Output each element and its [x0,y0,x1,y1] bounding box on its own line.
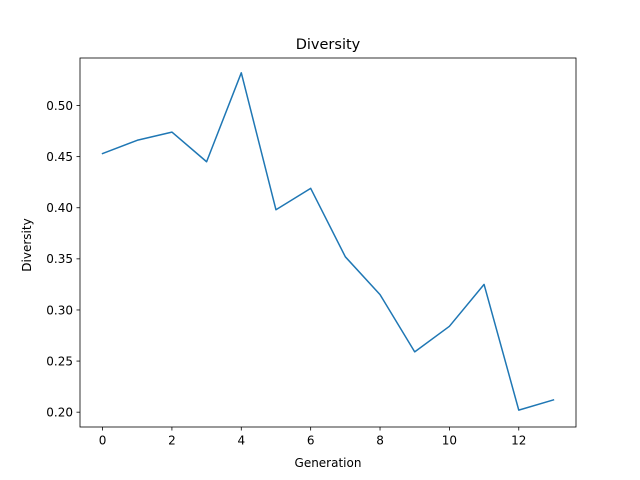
x-tick-label: 2 [168,434,176,448]
plot-area: 0 2 4 6 8 10 12 0.20 0.25 0.30 0.35 0.40 0.45 0.50 [46,57,577,448]
y-tick-label: 0.20 [46,405,73,419]
axes-frame [79,57,577,428]
chart-title: Diversity [296,37,361,53]
y-tick-label: 0.50 [46,99,73,113]
y-tick-label: 0.40 [46,201,73,215]
x-tick-label: 12 [511,434,526,448]
y-tick-label: 0.45 [46,150,73,164]
x-tick-label: 0 [99,434,107,448]
y-axis-label: Diversity [20,218,34,271]
x-tick-label: 10 [442,434,457,448]
x-tick-label: 6 [307,434,315,448]
series-line [101,72,555,411]
y-tick-label: 0.30 [46,303,73,317]
x-axis-label: Generation [295,456,362,470]
x-tick-label: 8 [376,434,384,448]
y-tick-label: 0.25 [46,354,73,368]
x-tick-label: 4 [237,434,245,448]
y-tick-label: 0.35 [46,252,73,266]
